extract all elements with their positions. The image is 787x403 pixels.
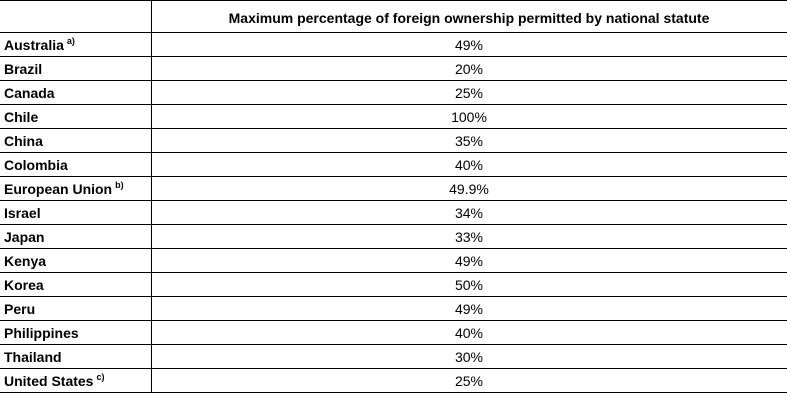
percentage-cell: 100% xyxy=(150,104,787,129)
foreign-ownership-table: Maximum percentage of foreign ownership … xyxy=(0,0,787,393)
country-name: Thailand xyxy=(4,348,62,365)
country-name: Japan xyxy=(4,228,45,245)
table-header-row: Maximum percentage of foreign ownership … xyxy=(0,0,787,33)
percentage-cell: 49.9% xyxy=(150,176,787,201)
country-name: Chile xyxy=(4,108,39,125)
table-row: European Union b) 49.9% xyxy=(0,176,787,201)
footnote-marker: b) xyxy=(115,179,124,190)
country-name: European Union xyxy=(4,180,113,197)
table-row: Philippines 40% xyxy=(0,320,787,345)
country-name: Kenya xyxy=(4,252,47,269)
header-blank-cell xyxy=(0,0,152,33)
table-row: China 35% xyxy=(0,128,787,153)
table-row: Israel 34% xyxy=(0,200,787,225)
country-cell: China xyxy=(0,128,152,153)
country-name: Israel xyxy=(4,204,41,221)
table-row: Brazil 20% xyxy=(0,56,787,81)
country-cell: Thailand xyxy=(0,344,152,369)
country-name: Philippines xyxy=(4,324,79,341)
country-name: United States xyxy=(4,372,94,389)
country-name: Colombia xyxy=(4,156,68,173)
percentage-cell: 20% xyxy=(150,56,787,81)
country-cell: United States c) xyxy=(0,368,152,393)
column-header-max-foreign-ownership: Maximum percentage of foreign ownership … xyxy=(150,0,787,33)
table-row: United States c) 25% xyxy=(0,368,787,393)
percentage-cell: 30% xyxy=(150,344,787,369)
percentage-cell: 49% xyxy=(150,248,787,273)
country-cell: Japan xyxy=(0,224,152,249)
country-cell: European Union b) xyxy=(0,176,152,201)
country-name: Canada xyxy=(4,84,55,101)
percentage-cell: 49% xyxy=(150,296,787,321)
table-row: Colombia 40% xyxy=(0,152,787,177)
country-name: Korea xyxy=(4,276,44,293)
country-cell: Brazil xyxy=(0,56,152,81)
percentage-cell: 35% xyxy=(150,128,787,153)
percentage-cell: 40% xyxy=(150,152,787,177)
country-cell: Australia a) xyxy=(0,32,152,57)
country-name: China xyxy=(4,132,43,149)
table-row: Australia a) 49% xyxy=(0,32,787,57)
percentage-cell: 40% xyxy=(150,320,787,345)
country-cell: Chile xyxy=(0,104,152,129)
country-name: Peru xyxy=(4,300,36,317)
footnote-marker: a) xyxy=(66,35,75,46)
country-cell: Peru xyxy=(0,296,152,321)
country-cell: Canada xyxy=(0,80,152,105)
country-cell: Israel xyxy=(0,200,152,225)
country-cell: Kenya xyxy=(0,248,152,273)
country-cell: Philippines xyxy=(0,320,152,345)
percentage-cell: 49% xyxy=(150,32,787,57)
table-row: Japan 33% xyxy=(0,224,787,249)
country-cell: Korea xyxy=(0,272,152,297)
table-row: Kenya 49% xyxy=(0,248,787,273)
table-row: Chile 100% xyxy=(0,104,787,129)
country-name: Australia xyxy=(4,36,64,53)
percentage-cell: 50% xyxy=(150,272,787,297)
percentage-cell: 25% xyxy=(150,80,787,105)
table-row: Canada 25% xyxy=(0,80,787,105)
percentage-cell: 34% xyxy=(150,200,787,225)
percentage-cell: 33% xyxy=(150,224,787,249)
country-cell: Colombia xyxy=(0,152,152,177)
table-row: Korea 50% xyxy=(0,272,787,297)
percentage-cell: 25% xyxy=(150,368,787,393)
country-name: Brazil xyxy=(4,60,43,77)
footnote-marker: c) xyxy=(96,371,105,382)
table-row: Peru 49% xyxy=(0,296,787,321)
table-row: Thailand 30% xyxy=(0,344,787,369)
